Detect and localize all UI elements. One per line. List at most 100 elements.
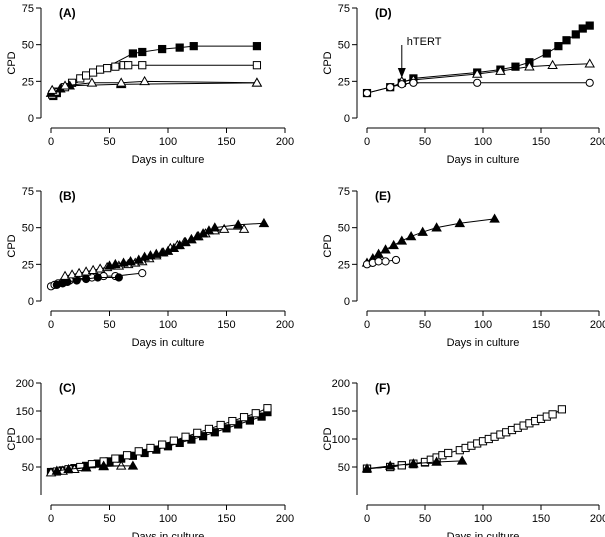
panel-c-series-filled-triangle <box>51 460 139 475</box>
panel-c-data-point <box>127 460 139 470</box>
panel-c-data-point <box>251 409 260 418</box>
panel-e-label: (E) <box>375 189 391 203</box>
panel-c-data-point <box>122 451 132 460</box>
panel-a-data-point <box>96 65 105 74</box>
panel-f-data-point <box>456 455 468 465</box>
panel-b-y-tick-label: 25 <box>22 259 34 271</box>
panel-c-y-tick-label: 50 <box>22 462 34 474</box>
panel-e-data-point <box>388 239 399 250</box>
panel-e-data-point <box>454 217 466 228</box>
panel-a-y-axis-label: CPD <box>6 51 18 74</box>
panel-a-data-point <box>139 75 150 86</box>
annotation-label: hTERT <box>407 36 442 48</box>
panel-c-data-point <box>204 424 214 434</box>
panel-d-label: (D) <box>375 6 392 20</box>
panel-c-data-point <box>169 436 178 445</box>
panel-a-x-tick-label: 0 <box>48 136 54 148</box>
panel-d-data-point <box>471 68 483 78</box>
panel-b-y-tick-label: 0 <box>28 296 34 308</box>
panel-a-x-tick-label: 150 <box>217 136 235 148</box>
panel-f-label: (F) <box>375 381 390 395</box>
panel-b-x-tick-label: 150 <box>217 319 235 331</box>
panel-b-y-tick-label: 75 <box>22 186 34 198</box>
panel-e-x-tick-label: 200 <box>590 319 605 331</box>
panel-d-data-point <box>554 42 563 51</box>
panel-b-x-tick-label: 0 <box>48 319 54 331</box>
panel-d-data-point <box>397 80 406 89</box>
panel-d-data-point <box>584 58 595 68</box>
panel-f-data-point <box>444 448 453 458</box>
panel-c-x-axis-label: Days in culture <box>132 531 205 537</box>
panel-d-series-line <box>401 63 590 82</box>
panel-d-series-open-triangle <box>396 58 595 86</box>
panel-b-data-point <box>125 255 136 266</box>
panel-a-data-point <box>175 43 184 52</box>
panel-e-data-point <box>381 257 390 266</box>
panel-c-data-point <box>115 460 127 470</box>
panel-b-data-point <box>209 222 221 232</box>
panel-b-data-point <box>66 269 78 279</box>
panel-b-y-axis-label: CPD <box>6 234 18 257</box>
panel-e-data-point <box>431 222 442 232</box>
panel-a-data-point <box>138 61 147 70</box>
panel-f-data-point <box>548 410 557 419</box>
panel-b-data-point <box>110 258 121 269</box>
panel-e-x-tick-label: 150 <box>532 319 550 331</box>
panel-a-data-point <box>82 71 91 80</box>
panel-c-data-point <box>181 432 190 441</box>
panel-d-y-tick-label: 25 <box>338 76 350 88</box>
panel-c-data-point <box>87 460 97 469</box>
panel-c-data-point <box>193 428 202 437</box>
panel-e-y-tick-label: 0 <box>344 296 350 308</box>
panel-e-data-point <box>396 235 408 245</box>
panel-f-data-point <box>408 458 419 468</box>
panel-e-y-axis-label: CPD <box>322 234 334 257</box>
panel-b-data-point <box>118 257 129 267</box>
panel-f-x-tick-label: 50 <box>419 513 431 525</box>
panel-f-x-axis-label: Days in culture <box>447 531 520 537</box>
panel-c-x-tick-label: 200 <box>276 513 294 525</box>
panel-b-series-filled-triangle <box>104 217 270 270</box>
panel-b-series-filled-circle <box>52 273 123 289</box>
panel-e-data-point <box>374 257 383 266</box>
panel-a-data-point <box>158 44 167 54</box>
panel-b: 0 50 100 150 200 Days in culture 0 25 50 75 CPD (B) <box>6 186 294 349</box>
panel-e-y-tick-label: 25 <box>338 259 350 271</box>
panel-c-data-point <box>51 465 63 475</box>
panel-b-data-point <box>232 219 244 229</box>
panel-f-x-tick-label: 0 <box>364 513 370 525</box>
panel-c-data-point <box>158 440 167 449</box>
panel-a-y-tick-label: 75 <box>22 3 34 15</box>
panel-a-data-point <box>128 49 138 58</box>
panel-c-data-point <box>63 463 74 474</box>
panel-e-series-open-circle <box>362 255 401 269</box>
panel-d-data-point <box>562 36 571 45</box>
panel-b-data-point <box>80 266 92 276</box>
panel-e-data-point <box>391 255 401 265</box>
panel-a-x-axis-label: Days in culture <box>132 154 205 166</box>
panel-e-x-tick-label: 0 <box>364 319 370 331</box>
panel-a-data-point <box>59 80 71 90</box>
panel-e-data-point <box>380 244 391 254</box>
panel-a-data-point <box>115 77 127 87</box>
panel-e-data-point <box>405 231 417 241</box>
panel-c-data-point <box>111 454 120 463</box>
panel-c-data-point <box>146 443 155 453</box>
panel-a-data-point <box>252 42 262 51</box>
panel-d-y-axis-label: CPD <box>322 51 334 74</box>
panel-b-x-axis-label: Days in culture <box>132 337 205 349</box>
panel-c-x-tick-label: 0 <box>48 513 54 525</box>
panel-d-series-open-circle <box>362 78 594 98</box>
panel-a: 0 50 100 150 200 Days in culture 0 25 50 75 CPD (A) <box>6 3 294 166</box>
panel-d: 0 50 100 150 200 Days in culture 0 25 50 75 CPD (D)… <box>322 3 605 166</box>
panel-d-data-point <box>495 65 506 75</box>
panel-b-data-point <box>258 217 270 228</box>
panel-c: 0 50 100 150 200 Days in culture 50 100 150 200 CP… <box>6 378 294 537</box>
panel-e-y-tick-label: 75 <box>338 186 350 198</box>
panel-c-data-point <box>216 420 225 430</box>
panel-b-data-point <box>94 263 106 273</box>
panel-c-y-tick-label: 150 <box>16 406 34 418</box>
panel-b-x-tick-label: 50 <box>103 319 115 331</box>
panel-a-y-tick-label: 0 <box>28 113 34 125</box>
panel-f-data-point <box>361 463 373 473</box>
